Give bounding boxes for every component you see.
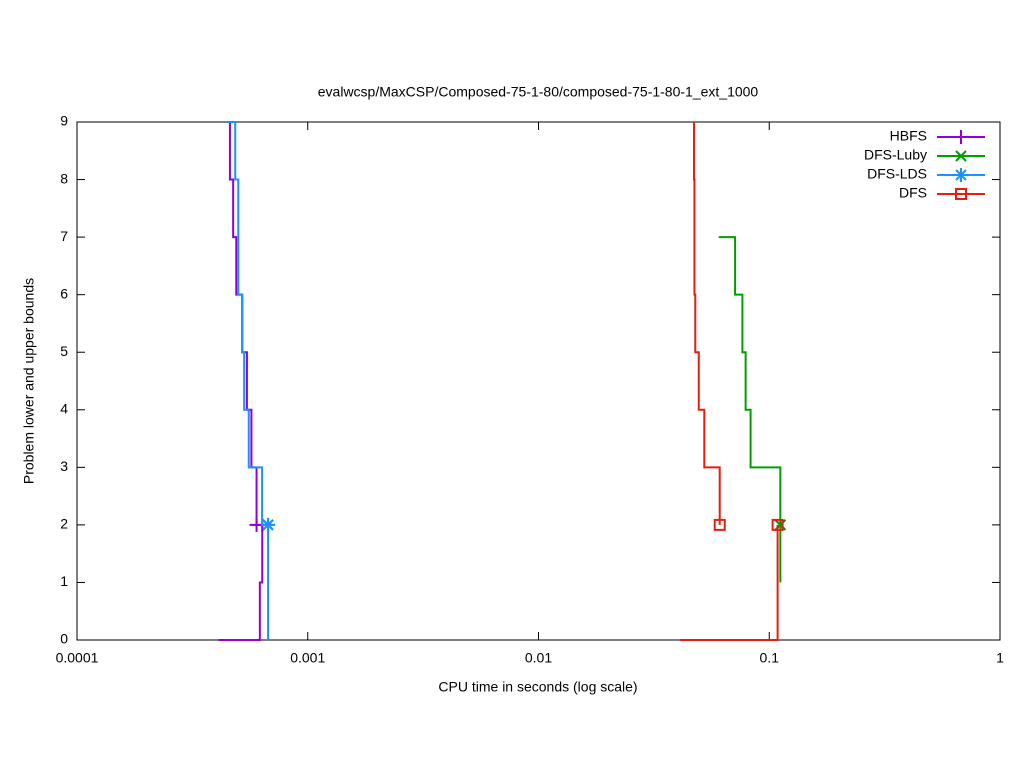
- x-tick-label: 0.01: [525, 650, 552, 666]
- y-tick-label: 9: [60, 113, 68, 129]
- y-tick-label: 0: [60, 631, 68, 647]
- point-marker-stroke: [262, 519, 274, 531]
- y-tick-label: 6: [60, 285, 68, 301]
- legend-label: DFS-Luby: [864, 147, 927, 163]
- chart-title: evalwcsp/MaxCSP/Composed-75-1-80/compose…: [318, 84, 759, 100]
- legend-marker: [955, 150, 967, 162]
- legend-marker-stroke: [955, 150, 967, 162]
- x-tick-label: 0.0001: [56, 650, 99, 666]
- bound-line: [226, 121, 269, 526]
- x-tick-label: 0.1: [760, 650, 780, 666]
- point-marker: [771, 518, 784, 531]
- legend-label: HBFS: [890, 128, 927, 144]
- bound-line: [218, 524, 264, 641]
- point-marker-stroke: [713, 518, 726, 531]
- y-tick-label: 7: [60, 228, 68, 244]
- legend-marker: [955, 188, 967, 200]
- y-tick-label: 3: [60, 458, 68, 474]
- bound-line: [718, 236, 782, 525]
- x-tick-label: 0.001: [290, 650, 325, 666]
- x-tick-label: 1: [996, 650, 1004, 666]
- legend-label: DFS-LDS: [867, 166, 927, 182]
- bound-line: [693, 122, 721, 525]
- bound-line: [228, 122, 258, 525]
- legend-marker: [954, 130, 968, 144]
- point-marker: [261, 517, 276, 532]
- legend-marker: [954, 168, 968, 182]
- legend-marker-stroke: [955, 188, 967, 200]
- point-marker: [713, 518, 726, 531]
- x-axis-label: CPU time in seconds (log scale): [438, 679, 637, 695]
- plot-frame: [76, 121, 1001, 641]
- y-tick-label: 8: [60, 170, 68, 186]
- bound-line: [679, 524, 779, 641]
- point-marker-stroke: [771, 518, 784, 531]
- y-tick-label: 5: [60, 343, 68, 359]
- legend-marker-stroke: [955, 169, 967, 181]
- y-tick-label: 1: [60, 573, 68, 589]
- legend-label: DFS: [899, 185, 927, 201]
- y-tick-label: 4: [60, 400, 68, 416]
- y-tick-label: 2: [60, 516, 68, 532]
- y-axis-label: Problem lower and upper bounds: [21, 278, 37, 484]
